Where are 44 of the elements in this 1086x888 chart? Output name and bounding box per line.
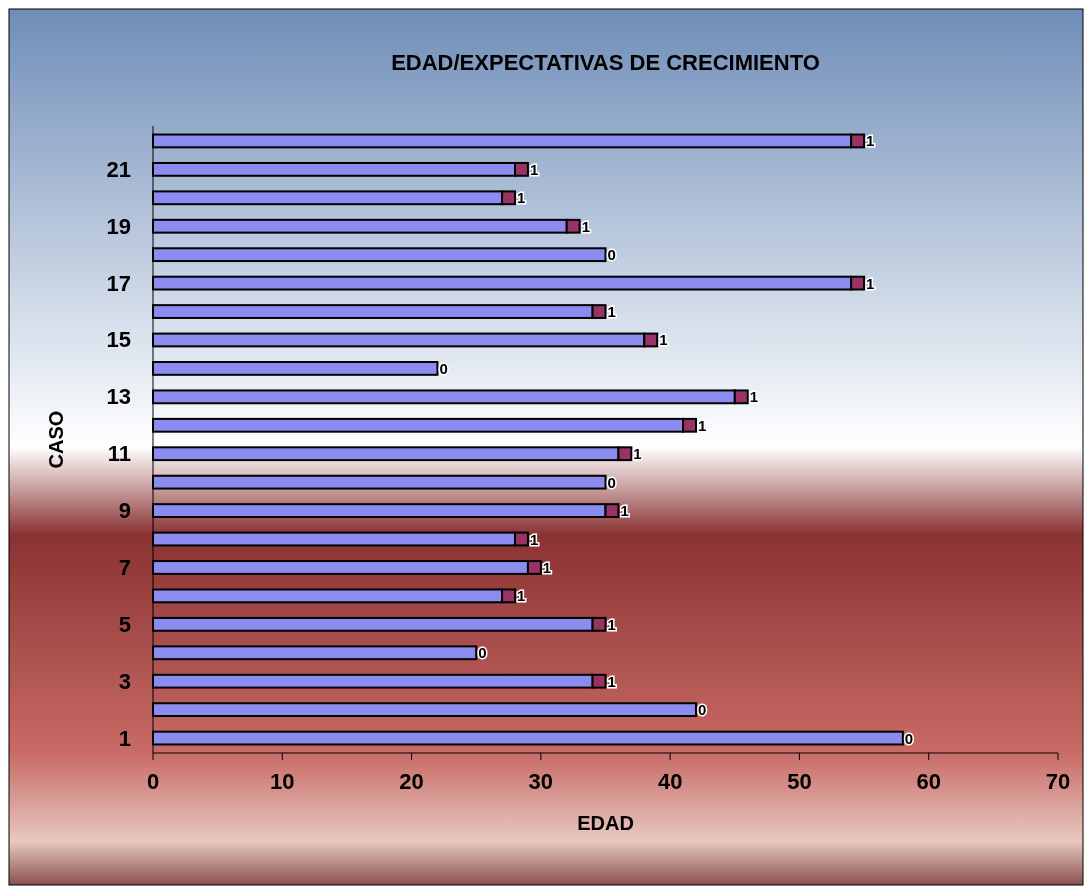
x-tick-label: 0 (146, 769, 160, 794)
y-tick-label: 5 (118, 611, 131, 637)
x-tick-label: 50 (787, 769, 812, 794)
data-label: 1 (698, 416, 707, 434)
data-label: 0 (439, 359, 448, 377)
data-label: 1 (659, 331, 668, 349)
y-tick-label: 21 (106, 156, 131, 182)
y-tick-label: 19 (106, 213, 131, 239)
data-label: 1 (633, 445, 642, 463)
x-tick-label: 60 (916, 769, 941, 794)
data-label: 1 (620, 502, 629, 520)
data-label: 0 (698, 701, 707, 719)
data-label: 1 (517, 587, 526, 605)
x-tick-label: 70 (1045, 769, 1071, 794)
data-label: 0 (478, 644, 487, 662)
data-label: 1 (607, 303, 616, 321)
x-tick-label: 40 (657, 769, 683, 794)
y-tick-label: 11 (107, 441, 131, 467)
y-tick-label: 3 (118, 668, 131, 694)
data-label: 0 (904, 729, 914, 747)
data-label: 1 (607, 672, 616, 690)
data-label: 1 (529, 530, 539, 548)
chart-title: EDAD/EXPECTATIVAS DE CRECIMIENTO (391, 50, 820, 75)
y-tick-label: 7 (118, 554, 131, 580)
data-label: 0 (607, 246, 616, 264)
y-tick-label: 9 (118, 498, 131, 524)
data-label: 1 (529, 160, 539, 178)
x-tick-label: 30 (528, 769, 554, 794)
data-label: 1 (607, 615, 616, 633)
y-axis-title: CASO (45, 410, 67, 469)
x-tick-label: 10 (270, 769, 295, 794)
data-label: 0 (607, 473, 616, 491)
x-axis-title: EDAD (577, 812, 634, 834)
y-tick-label: 13 (106, 384, 131, 410)
y-tick-label: 15 (106, 327, 131, 353)
data-label: 1 (866, 132, 875, 150)
y-tick-label: 17 (106, 270, 131, 296)
y-tick-label: 1 (118, 725, 131, 751)
data-label: 1 (749, 388, 759, 406)
data-label: 1 (517, 189, 526, 207)
data-label: 1 (581, 217, 590, 235)
x-tick-label: 20 (399, 769, 424, 794)
data-label: 1 (542, 558, 552, 576)
data-label: 1 (866, 274, 875, 292)
